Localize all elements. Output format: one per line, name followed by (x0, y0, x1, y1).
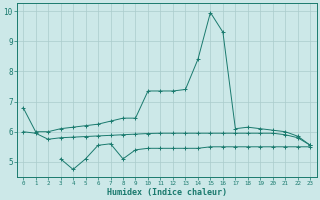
X-axis label: Humidex (Indice chaleur): Humidex (Indice chaleur) (107, 188, 227, 197)
